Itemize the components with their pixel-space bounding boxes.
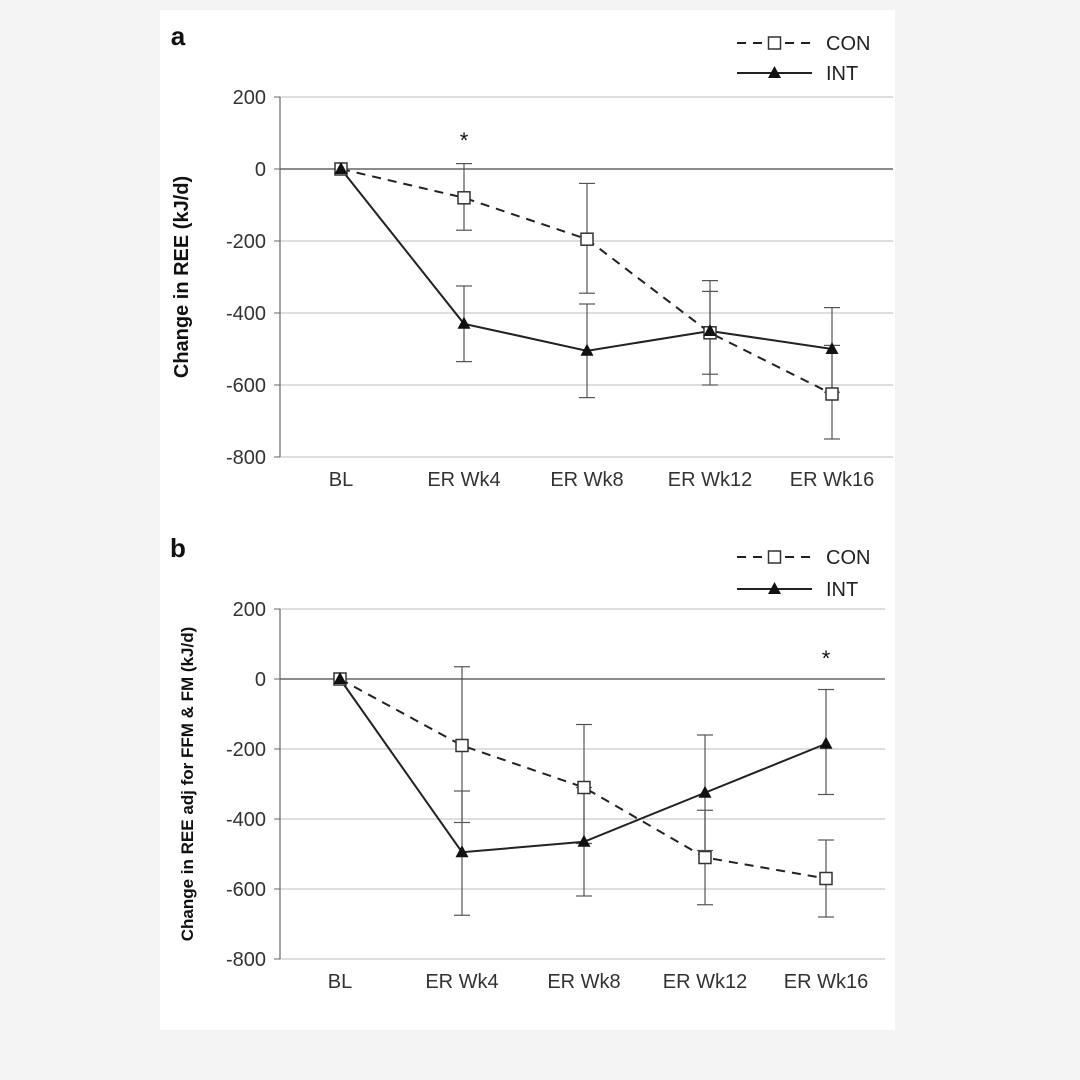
x-tick-label: ER Wk16 [790, 469, 874, 491]
x-tick-label: ER Wk8 [547, 971, 620, 993]
x-tick-label: ER Wk16 [784, 971, 868, 993]
x-tick-label: ER Wk8 [550, 469, 623, 491]
data-point-int [825, 342, 839, 354]
significance-marker: * [822, 646, 831, 671]
y-tick-label: -600 [226, 879, 266, 901]
x-tick-label: BL [328, 971, 352, 993]
y-tick-label: -800 [226, 447, 266, 469]
y-tick-label: -800 [226, 949, 266, 971]
figure-canvas [160, 10, 895, 1030]
y-axis-title: Change in REE (kJ/d) [171, 176, 193, 378]
y-axis-title: Change in REE adj for FFM & FM (kJ/d) [178, 627, 197, 942]
legend-label-con: CON [826, 547, 870, 569]
data-point-int [457, 316, 471, 329]
legend-label-con: CON [826, 33, 870, 55]
legend-label-int: INT [826, 579, 858, 601]
y-tick-label: 200 [233, 599, 266, 621]
data-point-con [577, 780, 591, 795]
legend-marker-int [768, 582, 781, 594]
y-tick-label: 0 [255, 669, 266, 691]
legend-marker-int [768, 66, 781, 78]
legend-label-int: INT [826, 63, 858, 85]
series-line-int [339, 678, 827, 854]
y-tick-label: -200 [226, 739, 266, 761]
y-tick-label: -400 [226, 809, 266, 831]
significance-marker: * [460, 128, 469, 153]
x-tick-label: ER Wk4 [425, 971, 498, 993]
data-point-int [333, 672, 347, 684]
y-tick-label: 0 [255, 159, 266, 181]
legend: CON INT [737, 547, 870, 601]
y-tick-label: -600 [226, 375, 266, 397]
data-point-int [577, 834, 591, 847]
data-point-con [457, 191, 471, 205]
data-point-con [698, 850, 712, 865]
x-tick-label: ER Wk12 [663, 971, 747, 993]
panel-label: b [170, 533, 186, 563]
data-point-int [455, 845, 469, 858]
panel-label: a [171, 21, 186, 51]
data-point-int [703, 324, 717, 336]
data-point-con [819, 871, 833, 886]
series-line-con [339, 678, 827, 880]
legend-marker-con [767, 550, 782, 564]
chart-panel-b: b 200 0 -200 -400 -600 -800 BL ER Wk4 ER Wk8 ER Wk… [170, 533, 885, 993]
data-point-con [455, 738, 469, 753]
y-tick-label: -400 [226, 303, 266, 325]
x-tick-label: BL [329, 469, 353, 491]
legend: CON INT [737, 33, 870, 85]
data-point-int [580, 343, 594, 356]
data-point-int [819, 736, 833, 749]
x-tick-label: ER Wk12 [668, 469, 752, 491]
y-tick-label: -200 [226, 231, 266, 253]
data-point-int [698, 785, 712, 798]
data-point-con [825, 387, 839, 401]
data-point-con [580, 232, 594, 246]
chart-panel-a: a 200 0 -200 -400 -600 -800 BL ER Wk4 ER Wk8 ER Wk… [171, 21, 893, 491]
y-tick-label: 200 [233, 87, 266, 109]
x-tick-label: ER Wk4 [427, 469, 500, 491]
legend-marker-con [767, 36, 782, 50]
data-point-int [334, 162, 348, 174]
